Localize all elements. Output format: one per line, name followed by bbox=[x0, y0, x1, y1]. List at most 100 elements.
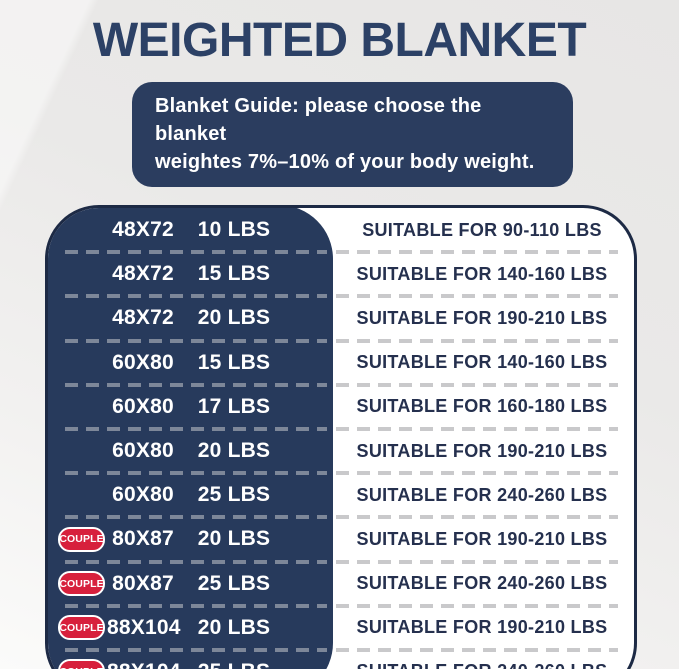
separator-dashes-gray bbox=[336, 559, 618, 564]
row-weight: 17 LBS bbox=[197, 394, 271, 418]
row-left-cell: COUPLE 60X80 20 LBS bbox=[48, 439, 330, 464]
row-right-cell: SUITABLE FOR 240-260 LBS bbox=[330, 661, 634, 669]
separator-dashes-navy bbox=[65, 559, 327, 564]
separator-dashes-navy bbox=[65, 294, 327, 299]
row-separator bbox=[65, 250, 618, 255]
row-left-cell: COUPLE 88X104 20 LBS bbox=[48, 615, 330, 641]
table-row: COUPLE 80X87 25 LBS SUITABLE FOR 240-260… bbox=[48, 562, 634, 608]
row-suitable: SUITABLE FOR 190-210 LBS bbox=[356, 617, 608, 638]
row-weight: 20 LBS bbox=[197, 615, 271, 639]
separator-dashes-navy bbox=[65, 603, 327, 608]
row-suitable: SUITABLE FOR 140-160 LBS bbox=[356, 263, 608, 284]
row-suitable: SUITABLE FOR 90-110 LBS bbox=[362, 219, 602, 240]
row-left-cell: COUPLE 48X72 10 LBS bbox=[48, 218, 330, 243]
row-separator bbox=[65, 603, 618, 608]
couple-badge: COUPLE bbox=[58, 659, 105, 669]
row-separator bbox=[65, 338, 618, 343]
separator-dashes-gray bbox=[336, 515, 618, 520]
row-weight: 15 LBS bbox=[197, 350, 271, 374]
row-right-cell: SUITABLE FOR 140-160 LBS bbox=[330, 352, 634, 373]
separator-dashes-navy bbox=[65, 426, 327, 431]
table-row: COUPLE 60X80 25 LBS SUITABLE FOR 240-260… bbox=[48, 473, 634, 520]
row-weight: 20 LBS bbox=[197, 306, 271, 330]
table-row: COUPLE 88X104 20 LBS SUITABLE FOR 190-21… bbox=[48, 606, 634, 652]
row-suitable: SUITABLE FOR 160-180 LBS bbox=[356, 396, 608, 417]
row-size: 48X72 bbox=[112, 218, 174, 242]
row-weight: 25 LBS bbox=[193, 660, 275, 669]
row-right-cell: SUITABLE FOR 240-260 LBS bbox=[330, 485, 634, 506]
row-suitable: SUITABLE FOR 240-260 LBS bbox=[356, 484, 608, 505]
row-left-cell: COUPLE 80X87 25 LBS bbox=[48, 571, 330, 597]
row-right-cell: SUITABLE FOR 190-210 LBS bbox=[330, 529, 634, 550]
row-left-cell: COUPLE 88X104 25 LBS bbox=[48, 659, 330, 669]
row-separator bbox=[65, 294, 618, 299]
separator-dashes-gray bbox=[336, 426, 618, 431]
row-left-cell: COUPLE 80X87 20 LBS bbox=[48, 526, 330, 552]
row-separator bbox=[65, 426, 618, 431]
row-suitable: SUITABLE FOR 190-210 LBS bbox=[356, 307, 608, 328]
size-weight-chart: COUPLE 48X72 10 LBS SUITABLE FOR 90-110 … bbox=[45, 205, 637, 669]
separator-dashes-gray bbox=[336, 647, 618, 652]
row-separator bbox=[65, 471, 618, 476]
couple-badge: COUPLE bbox=[58, 615, 105, 641]
row-weight: 25 LBS bbox=[197, 483, 271, 507]
separator-dashes-gray bbox=[336, 471, 618, 476]
row-size: 80X87 bbox=[112, 571, 174, 595]
guide-line-1: Blanket Guide: please choose the blanket bbox=[155, 95, 482, 145]
row-left-cell: COUPLE 48X72 20 LBS bbox=[48, 306, 330, 331]
table-row: COUPLE 48X72 20 LBS SUITABLE FOR 190-210… bbox=[48, 296, 634, 343]
row-separator bbox=[65, 647, 618, 652]
row-suitable: SUITABLE FOR 240-260 LBS bbox=[356, 573, 608, 594]
row-weight: 15 LBS bbox=[197, 262, 271, 286]
separator-dashes-gray bbox=[336, 382, 618, 387]
row-right-cell: SUITABLE FOR 190-210 LBS bbox=[330, 308, 634, 329]
row-suitable: SUITABLE FOR 140-160 LBS bbox=[356, 352, 608, 373]
row-size: 60X80 bbox=[112, 483, 174, 507]
row-size: 88X104 bbox=[107, 660, 180, 669]
row-left-cell: COUPLE 60X80 17 LBS bbox=[48, 394, 330, 419]
table-row: COUPLE 60X80 15 LBS SUITABLE FOR 140-160… bbox=[48, 341, 634, 387]
row-weight: 20 LBS bbox=[197, 527, 271, 551]
row-right-cell: SUITABLE FOR 140-160 LBS bbox=[330, 264, 634, 285]
row-size: 60X80 bbox=[112, 394, 174, 418]
guide-banner: Blanket Guide: please choose the blanket… bbox=[132, 82, 573, 187]
table-row: COUPLE 88X104 25 LBS SUITABLE FOR 240-26… bbox=[48, 650, 634, 669]
row-weight: 20 LBS bbox=[197, 439, 271, 463]
table-row: COUPLE 60X80 20 LBS SUITABLE FOR 190-210… bbox=[48, 429, 634, 476]
separator-dashes-navy bbox=[65, 382, 327, 387]
row-right-cell: SUITABLE FOR 160-180 LBS bbox=[330, 396, 634, 417]
row-suitable: SUITABLE FOR 240-260 LBS bbox=[357, 661, 608, 669]
page-title: WEIGHTED BLANKET bbox=[92, 14, 587, 67]
row-left-cell: COUPLE 48X72 15 LBS bbox=[48, 262, 330, 287]
row-size: 48X72 bbox=[112, 306, 174, 330]
separator-dashes-gray bbox=[336, 603, 618, 608]
row-weight: 10 LBS bbox=[197, 218, 271, 242]
row-suitable: SUITABLE FOR 190-210 LBS bbox=[356, 440, 608, 461]
row-right-cell: SUITABLE FOR 90-110 LBS bbox=[330, 220, 634, 241]
separator-dashes-navy bbox=[65, 471, 327, 476]
separator-dashes-navy bbox=[65, 647, 327, 652]
couple-badge: COUPLE bbox=[58, 571, 105, 597]
row-separator bbox=[65, 382, 618, 387]
row-size: 60X80 bbox=[112, 350, 174, 374]
separator-dashes-gray bbox=[336, 250, 618, 255]
separator-dashes-navy bbox=[65, 338, 327, 343]
table-row: COUPLE 48X72 10 LBS SUITABLE FOR 90-110 … bbox=[48, 208, 634, 255]
guide-line-2: weightes 7%–10% of your body weight. bbox=[155, 151, 535, 173]
row-right-cell: SUITABLE FOR 190-210 LBS bbox=[330, 617, 634, 638]
table-row: COUPLE 48X72 15 LBS SUITABLE FOR 140-160… bbox=[48, 252, 634, 299]
row-size: 80X87 bbox=[112, 527, 174, 551]
row-suitable: SUITABLE FOR 190-210 LBS bbox=[356, 528, 608, 549]
row-size: 48X72 bbox=[112, 262, 174, 286]
separator-dashes-navy bbox=[65, 250, 327, 255]
row-separator bbox=[65, 515, 618, 520]
separator-dashes-navy bbox=[65, 515, 327, 520]
separator-dashes-gray bbox=[336, 338, 618, 343]
row-weight: 25 LBS bbox=[197, 571, 271, 595]
row-right-cell: SUITABLE FOR 240-260 LBS bbox=[330, 573, 634, 594]
table-row: COUPLE 60X80 17 LBS SUITABLE FOR 160-180… bbox=[48, 385, 634, 431]
table-row: COUPLE 80X87 20 LBS SUITABLE FOR 190-210… bbox=[48, 517, 634, 564]
row-right-cell: SUITABLE FOR 190-210 LBS bbox=[330, 441, 634, 462]
chart-rows: COUPLE 48X72 10 LBS SUITABLE FOR 90-110 … bbox=[48, 208, 634, 669]
